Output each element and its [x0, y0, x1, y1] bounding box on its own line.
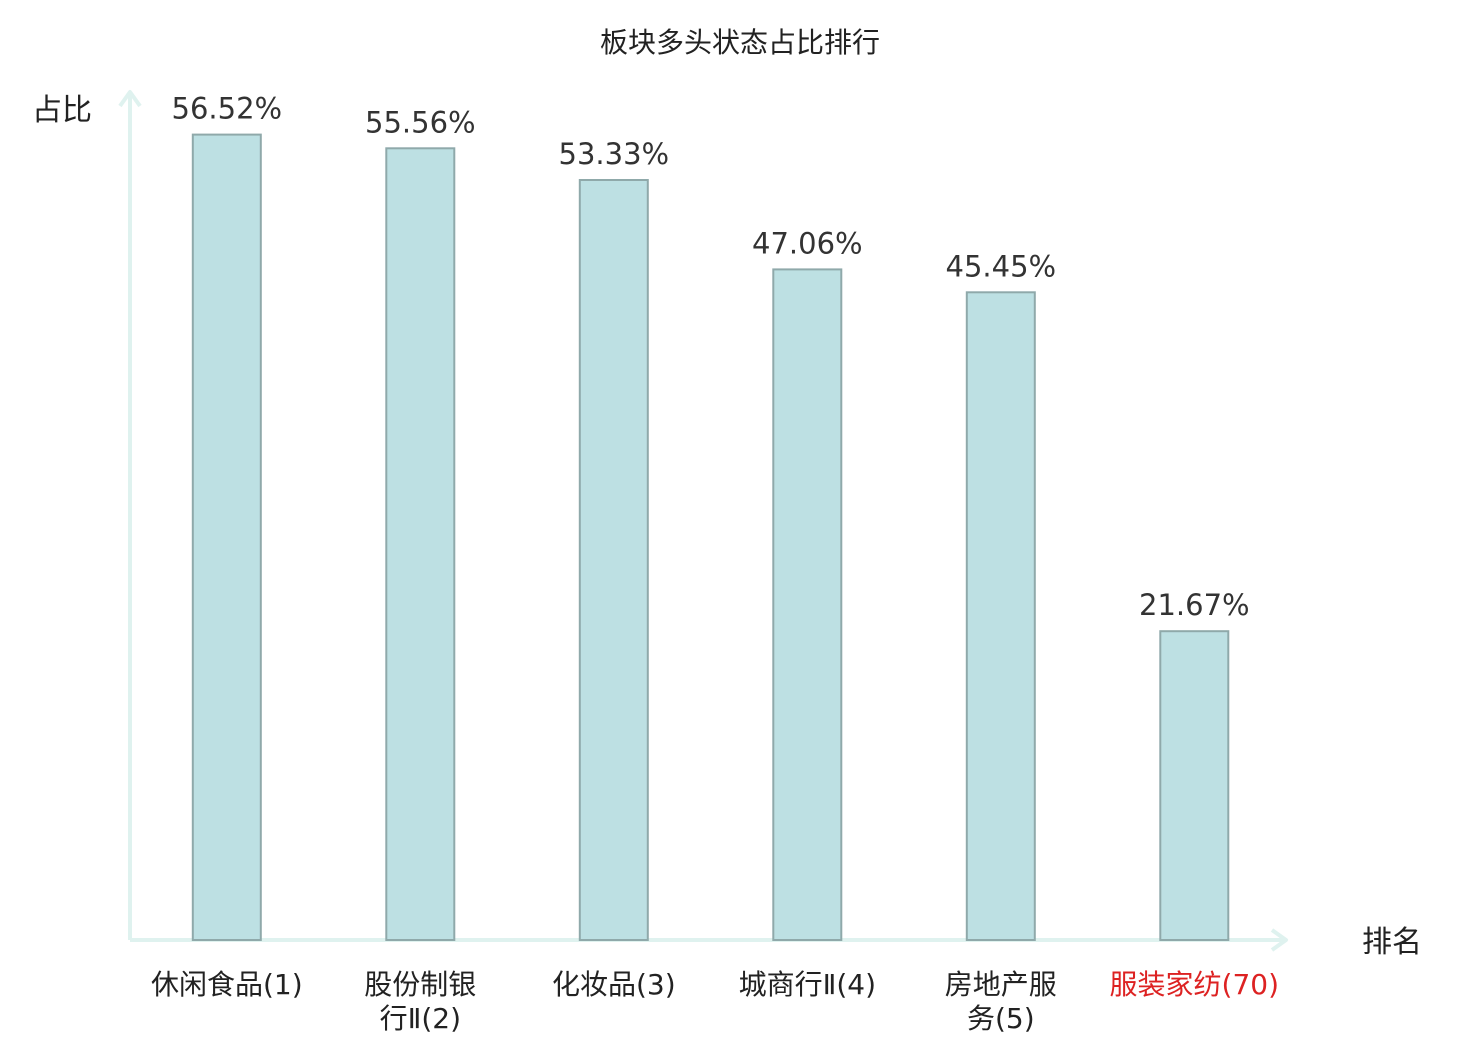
- bar-value-label: 47.06%: [752, 226, 863, 260]
- bar: [1159, 630, 1230, 941]
- x-tick-label: 务(5): [967, 1002, 1035, 1035]
- x-tick-label: 城商行Ⅱ(4): [739, 968, 876, 1001]
- x-tick-label: 服装家纺(70): [1110, 968, 1279, 1001]
- x-tick-label: 股份制银: [364, 968, 476, 1001]
- bars-layer: [191, 133, 1230, 942]
- bar: [965, 291, 1036, 941]
- bar: [191, 133, 262, 942]
- axes: [118, 90, 1288, 952]
- value-labels-layer: 56.52% 55.56% 53.33% 47.06% 45.45% 21.67%: [172, 92, 1250, 623]
- bar-value-label: 56.52%: [172, 92, 283, 126]
- bar: [385, 147, 456, 942]
- x-axis-label: 排名: [1362, 925, 1422, 960]
- x-tick-label: 休闲食品(1): [151, 968, 303, 1001]
- x-tick-label: 房地产服: [945, 968, 1057, 1001]
- bar-value-label: 21.67%: [1139, 588, 1250, 622]
- bar-value-label: 45.45%: [946, 249, 1057, 283]
- x-tick-label: 化妆品(3): [552, 968, 676, 1001]
- chart-title: 板块多头状态占比排行: [600, 26, 880, 59]
- x-axis-arrow: [1270, 928, 1288, 952]
- y-axis-arrow: [118, 90, 142, 108]
- bar-value-label: 55.56%: [365, 105, 476, 139]
- y-axis-label: 占比: [32, 93, 92, 128]
- bar: [772, 268, 843, 941]
- bar-value-label: 53.33%: [559, 137, 670, 171]
- x-tick-label: 行Ⅱ(2): [380, 1002, 461, 1035]
- bar: [578, 179, 649, 941]
